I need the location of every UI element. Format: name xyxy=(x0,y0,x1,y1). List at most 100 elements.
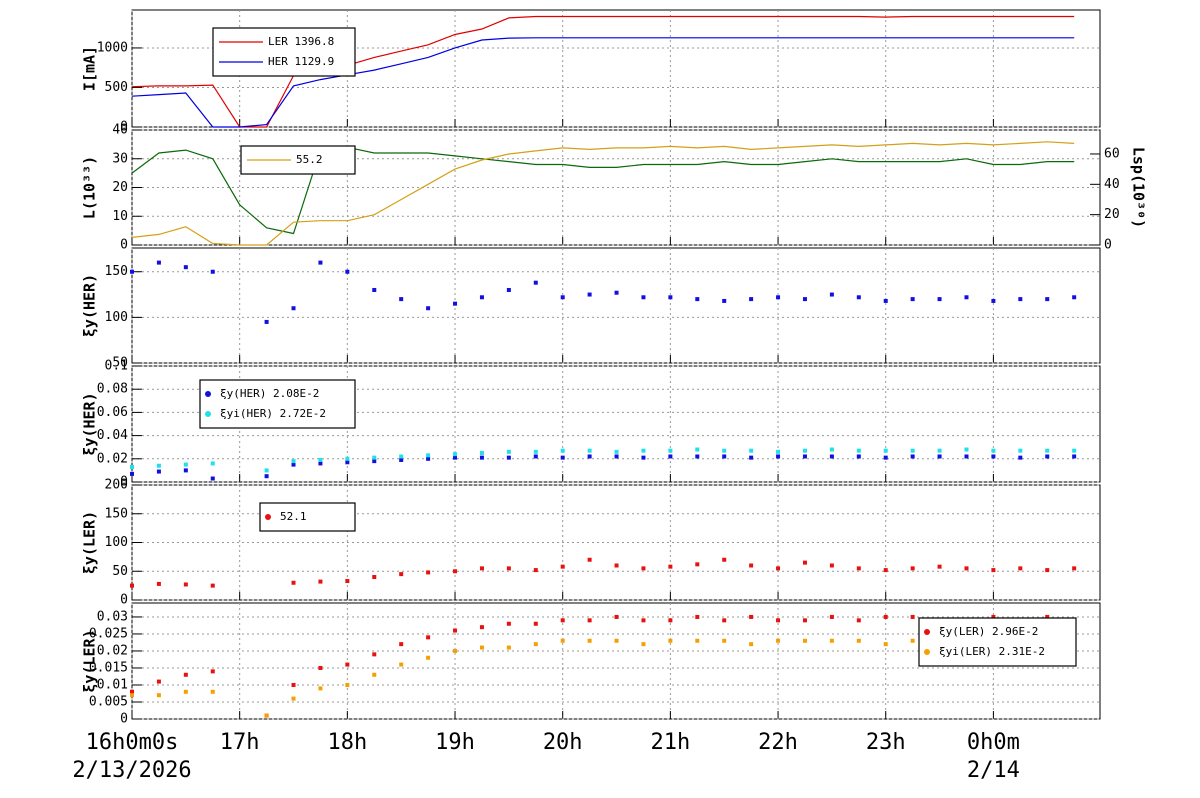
point xyxy=(937,297,942,302)
y-tick-label: 0 xyxy=(120,593,128,608)
y-tick-label: 0.06 xyxy=(97,405,128,420)
point xyxy=(1018,566,1023,571)
point xyxy=(614,563,619,568)
point xyxy=(399,572,404,577)
point xyxy=(1072,454,1077,459)
point xyxy=(829,614,834,619)
point xyxy=(749,563,754,568)
point xyxy=(479,295,484,300)
point xyxy=(210,461,215,466)
point xyxy=(910,566,915,571)
point xyxy=(964,566,969,571)
y-tick-label: 0 xyxy=(120,475,128,490)
point xyxy=(641,455,646,460)
point xyxy=(453,301,458,306)
point xyxy=(991,454,996,459)
point xyxy=(776,618,781,623)
point xyxy=(183,689,188,694)
point xyxy=(156,679,161,684)
point xyxy=(345,682,350,687)
point xyxy=(210,669,215,674)
point xyxy=(883,455,888,460)
point xyxy=(453,628,458,633)
point xyxy=(776,295,781,300)
point xyxy=(345,269,350,274)
point xyxy=(641,448,646,453)
point xyxy=(641,295,646,300)
y2-axis-label: Lsp(10³⁰) xyxy=(1130,147,1148,228)
point xyxy=(372,455,377,460)
legend-label: ξyi(HER) 2.72E-2 xyxy=(220,407,326,420)
point xyxy=(776,638,781,643)
point xyxy=(668,454,673,459)
legend-swatch xyxy=(265,514,271,520)
y-axis-label: ξy(HER) xyxy=(81,274,99,337)
point xyxy=(1072,566,1077,571)
point xyxy=(695,562,700,567)
point xyxy=(722,454,727,459)
point xyxy=(856,566,861,571)
point xyxy=(802,454,807,459)
point xyxy=(829,292,834,297)
point xyxy=(910,448,915,453)
point xyxy=(1072,448,1077,453)
point xyxy=(802,297,807,302)
point xyxy=(426,456,431,461)
point xyxy=(695,447,700,452)
point xyxy=(560,295,565,300)
point xyxy=(749,642,754,647)
y-tick-label: 0.02 xyxy=(97,643,128,658)
point xyxy=(479,566,484,571)
point xyxy=(453,648,458,653)
point xyxy=(937,448,942,453)
point xyxy=(318,260,323,265)
point xyxy=(883,642,888,647)
legend-swatch xyxy=(205,411,211,417)
point xyxy=(183,468,188,473)
point xyxy=(668,564,673,569)
x-tick-label: 18h xyxy=(327,730,367,755)
date-label: 2/13/2026 xyxy=(72,758,191,783)
legend-label: 55.2 xyxy=(296,153,323,166)
point xyxy=(156,581,161,586)
point xyxy=(991,298,996,303)
point xyxy=(991,614,996,619)
legend-label: LER 1396.8 xyxy=(268,35,334,48)
point xyxy=(856,638,861,643)
point xyxy=(587,638,592,643)
x-tick-label: 23h xyxy=(866,730,906,755)
point xyxy=(668,638,673,643)
series-line xyxy=(131,141,1075,246)
point xyxy=(264,474,269,479)
point xyxy=(533,621,538,626)
point xyxy=(722,618,727,623)
point xyxy=(345,662,350,667)
point xyxy=(264,713,269,718)
point xyxy=(776,449,781,454)
point xyxy=(695,454,700,459)
point xyxy=(533,568,538,573)
point xyxy=(426,635,431,640)
point xyxy=(641,642,646,647)
point xyxy=(533,454,538,459)
point xyxy=(130,693,134,698)
y-tick-label: 0 xyxy=(120,238,128,253)
point xyxy=(614,614,619,619)
point xyxy=(345,460,350,465)
point xyxy=(291,459,296,464)
point xyxy=(614,638,619,643)
point xyxy=(856,448,861,453)
point xyxy=(1018,448,1023,453)
point xyxy=(506,621,511,626)
point xyxy=(829,447,834,452)
y-tick-label: 200 xyxy=(105,478,128,493)
point xyxy=(426,306,431,311)
point xyxy=(210,476,215,481)
y-tick-label: 0.015 xyxy=(89,660,128,675)
y-tick-label: 0.02 xyxy=(97,451,128,466)
point xyxy=(964,447,969,452)
y-tick-label: 150 xyxy=(105,506,128,521)
y-tick-label: 150 xyxy=(105,264,128,279)
point xyxy=(722,638,727,643)
point xyxy=(426,453,431,458)
